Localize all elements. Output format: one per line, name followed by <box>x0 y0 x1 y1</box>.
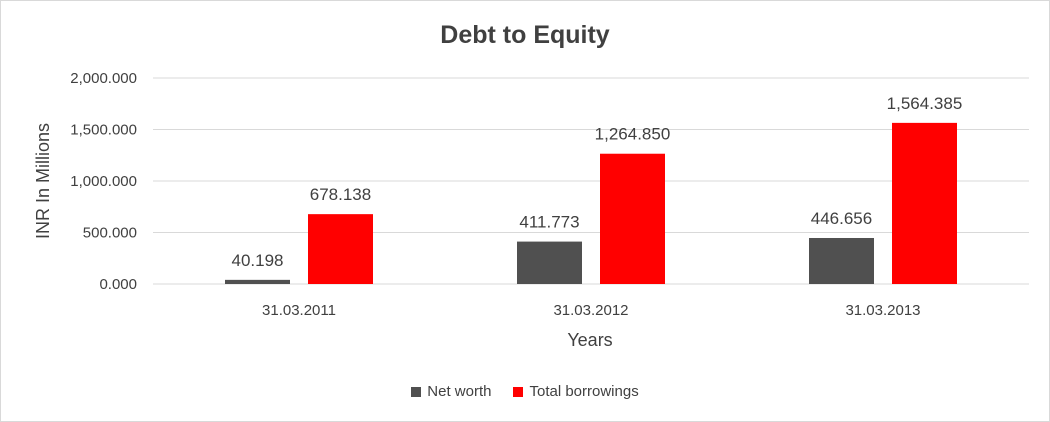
legend-swatch <box>411 386 422 397</box>
legend-label: Net worth <box>427 383 492 400</box>
x-axis-ticks: 31.03.2011 31.03.2012 31.03.2013 <box>262 302 921 319</box>
bar <box>225 279 290 284</box>
data-label: 678.138 <box>310 185 371 204</box>
y-tick-label: 1,500.000 <box>70 122 137 139</box>
bar <box>517 241 582 284</box>
bar <box>809 237 874 284</box>
legend-swatch <box>513 386 524 397</box>
y-axis-title: INR In Millions <box>33 123 53 239</box>
data-label: 40.198 <box>232 251 284 270</box>
y-tick-label: 2,000.000 <box>70 70 137 87</box>
y-tick-label: 0.000 <box>99 276 137 293</box>
bar-group: 40.198 678.138 411.773 1,264.850 446.656 1,56… <box>225 94 962 284</box>
y-tick-label: 500.000 <box>83 225 137 242</box>
x-tick-label: 31.03.2011 <box>262 302 336 319</box>
y-axis-ticks: 0.000 500.000 1,000.000 1,500.000 2,000.000 <box>70 70 137 293</box>
bar <box>600 153 665 284</box>
legend-item: Net worth <box>411 383 491 400</box>
x-tick-label: 31.03.2013 <box>845 302 920 319</box>
data-label: 1,264.850 <box>595 125 671 144</box>
data-label: 446.656 <box>811 209 872 228</box>
y-tick-label: 1,000.000 <box>70 173 137 190</box>
gridlines <box>153 77 1029 285</box>
x-tick-label: 31.03.2012 <box>553 302 628 319</box>
legend: Net worth Total borrowings <box>1 383 1049 400</box>
legend-label: Total borrowings <box>529 383 639 400</box>
data-label: 411.773 <box>519 213 579 232</box>
x-axis-title: Years <box>567 330 612 350</box>
bar <box>308 214 373 284</box>
legend-item: Total borrowings <box>513 383 639 400</box>
bar <box>892 122 957 284</box>
chart-title: Debt to Equity <box>440 21 610 49</box>
data-label: 1,564.385 <box>887 94 963 113</box>
